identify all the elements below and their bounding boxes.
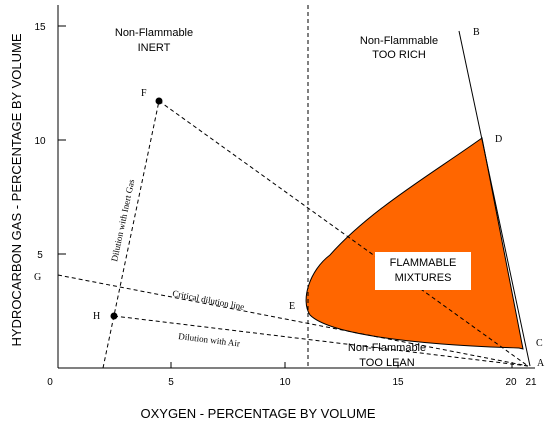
x-tick-label-21: 21	[525, 377, 537, 388]
inert-region-label-line1: Non-Flammable	[115, 27, 193, 39]
flammable-label-line1: FLAMMABLE	[390, 257, 457, 269]
point-label-f: F	[141, 88, 147, 99]
y-axis-title: HYDROCARBON GAS - PERCENTAGE BY VOLUME	[9, 33, 24, 346]
flammable-label-box	[375, 252, 471, 290]
x-tick-label-15: 15	[392, 377, 404, 388]
tick-labels: 0 5 10 15 20 21 5 10 15	[34, 22, 537, 388]
dilution-with-inert-gas-label: Dilution with Inert Gas	[109, 178, 136, 262]
point-f-marker	[155, 97, 163, 105]
flammable-label-line2: MIXTURES	[395, 272, 452, 284]
point-label-b: B	[473, 27, 480, 38]
point-label-e: E	[289, 301, 295, 312]
point-h-marker	[110, 312, 118, 320]
point-label-h: H	[93, 311, 100, 322]
flammable-region	[305, 137, 524, 350]
too-lean-region-label-line2: TOO LEAN	[359, 357, 414, 369]
line-a-b	[458, 30, 531, 367]
critical-dilution-line	[57, 274, 529, 367]
y-tick-label-10: 10	[34, 136, 46, 147]
line-f-to-a	[158, 100, 529, 367]
x-tick-label-5: 5	[168, 377, 174, 388]
x-tick-label-10: 10	[279, 377, 291, 388]
point-label-d: D	[495, 134, 502, 145]
x-axis-title: OXYGEN - PERCENTAGE BY VOLUME	[140, 406, 375, 421]
inert-region-label-line2: INERT	[138, 42, 171, 54]
x-tick-label-0: 0	[47, 377, 53, 388]
point-label-a: A	[537, 358, 545, 369]
too-rich-region-label-line1: Non-Flammable	[360, 35, 438, 47]
y-tick-label-15: 15	[34, 22, 46, 33]
critical-dilution-label: Critical dilution line	[172, 288, 246, 312]
too-lean-region-label-line1: Non-Flammable	[348, 342, 426, 354]
dilution-with-inert-gas-line	[102, 100, 160, 369]
point-label-g: G	[34, 272, 41, 283]
x-tick-label-20: 20	[505, 377, 517, 388]
dilution-with-air-label: Dilution with Air	[178, 331, 241, 348]
too-rich-region-label-line2: TOO RICH	[372, 49, 426, 61]
axes	[57, 5, 535, 369]
y-tick-label-5: 5	[37, 250, 43, 261]
point-label-c: C	[536, 338, 543, 349]
